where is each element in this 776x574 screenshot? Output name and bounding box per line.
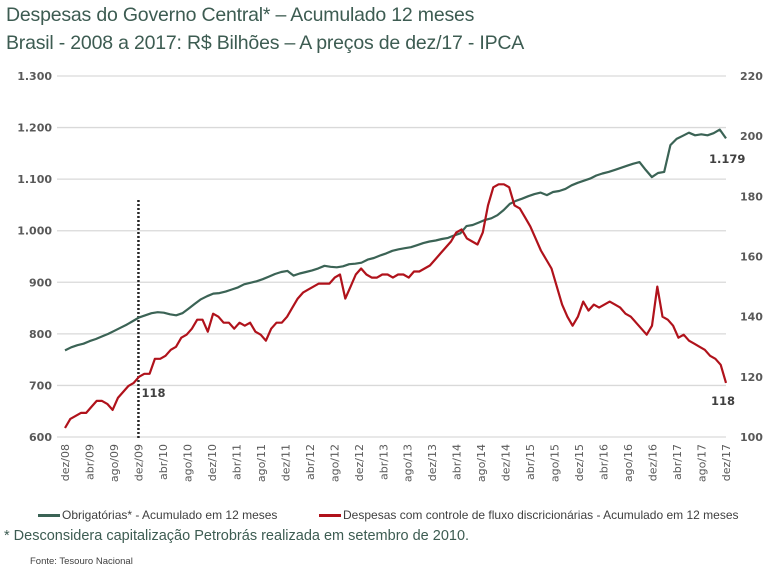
- y-right-tick-label: 100: [740, 431, 763, 444]
- x-tick-label: dez/16: [647, 444, 660, 481]
- x-tick-label: ago/10: [181, 444, 194, 482]
- data-label-obrigatorias-dez17: 1.179: [709, 152, 745, 166]
- y-left-tick-label: 900: [29, 276, 52, 289]
- x-tick-label: ago/16: [622, 444, 635, 482]
- x-tick-label: abr/16: [598, 444, 611, 480]
- x-tick-label: abr/13: [377, 444, 390, 480]
- y-right-tick-label: 220: [740, 70, 763, 83]
- x-tick-label: dez/14: [500, 444, 513, 481]
- x-tick-label: abr/17: [671, 444, 684, 480]
- legend-item-obrigatorias: Obrigatórias* - Acumulado em 12 meses: [38, 508, 277, 522]
- x-tick-label: dez/10: [206, 444, 219, 481]
- y-right-tick-label: 120: [740, 371, 763, 384]
- x-tick-label: ago/09: [108, 444, 121, 482]
- x-tick-label: ago/13: [402, 444, 415, 482]
- data-label-discricionarias-dez09: 118: [141, 386, 165, 400]
- chart-title: Despesas do Governo Central* – Acumulado…: [6, 4, 475, 26]
- x-tick-label: dez/11: [279, 444, 292, 481]
- x-tick-label: abr/11: [230, 444, 243, 480]
- legend-swatch-discricionarias: [319, 513, 341, 517]
- y-right-tick-label: 160: [740, 251, 763, 264]
- x-tick-label: dez/08: [59, 444, 72, 481]
- y-left-tick-label: 700: [29, 379, 52, 392]
- series-line-obrigatorias: [64, 128, 727, 352]
- legend-item-discricionarias: Despesas com controle de fluxo discricio…: [319, 508, 739, 522]
- x-tick-label: ago/11: [255, 444, 268, 482]
- x-tick-label: dez/13: [426, 444, 439, 481]
- x-tick-label: ago/14: [475, 444, 488, 482]
- x-tick-label: ago/17: [696, 444, 709, 482]
- x-tick-label: abr/12: [304, 444, 317, 480]
- x-tick-label: dez/15: [573, 444, 586, 481]
- data-label-discricionarias-dez17: 118: [711, 394, 735, 408]
- y-left-tick-label: 1.300: [17, 70, 52, 83]
- series-line-discricionarias: [64, 183, 728, 429]
- legend-label-discricionarias: Despesas com controle de fluxo discricio…: [343, 508, 739, 522]
- x-tick-label: ago/15: [549, 444, 562, 482]
- chart-subtitle: Brasil - 2008 a 2017: R$ Bilhões – A pre…: [6, 32, 525, 54]
- legend-swatch-obrigatorias: [38, 513, 60, 517]
- x-tick-label: ago/12: [328, 444, 341, 482]
- x-tick-label: dez/17: [720, 444, 733, 481]
- y-left-tick-label: 800: [29, 328, 52, 341]
- x-tick-label: abr/10: [157, 444, 170, 480]
- y-right-tick-label: 180: [740, 190, 763, 203]
- y-right-tick-label: 140: [740, 311, 763, 324]
- y-left-tick-label: 1.000: [17, 225, 52, 238]
- x-tick-label: abr/14: [451, 444, 464, 480]
- y-right-tick-label: 200: [740, 130, 763, 143]
- legend-label-obrigatorias: Obrigatórias* - Acumulado em 12 meses: [62, 508, 278, 522]
- x-tick-label: dez/09: [132, 444, 145, 481]
- y-left-tick-label: 1.200: [17, 122, 52, 135]
- x-tick-label: abr/09: [83, 444, 96, 480]
- y-left-tick-label: 1.100: [17, 173, 52, 186]
- source-note: Fonte: Tesouro Nacional: [30, 556, 133, 567]
- x-tick-label: dez/12: [353, 444, 366, 481]
- footnote: * Desconsidera capitalização Petrobrás r…: [4, 528, 470, 544]
- x-tick-label: abr/15: [524, 444, 537, 480]
- y-left-tick-label: 600: [29, 431, 52, 444]
